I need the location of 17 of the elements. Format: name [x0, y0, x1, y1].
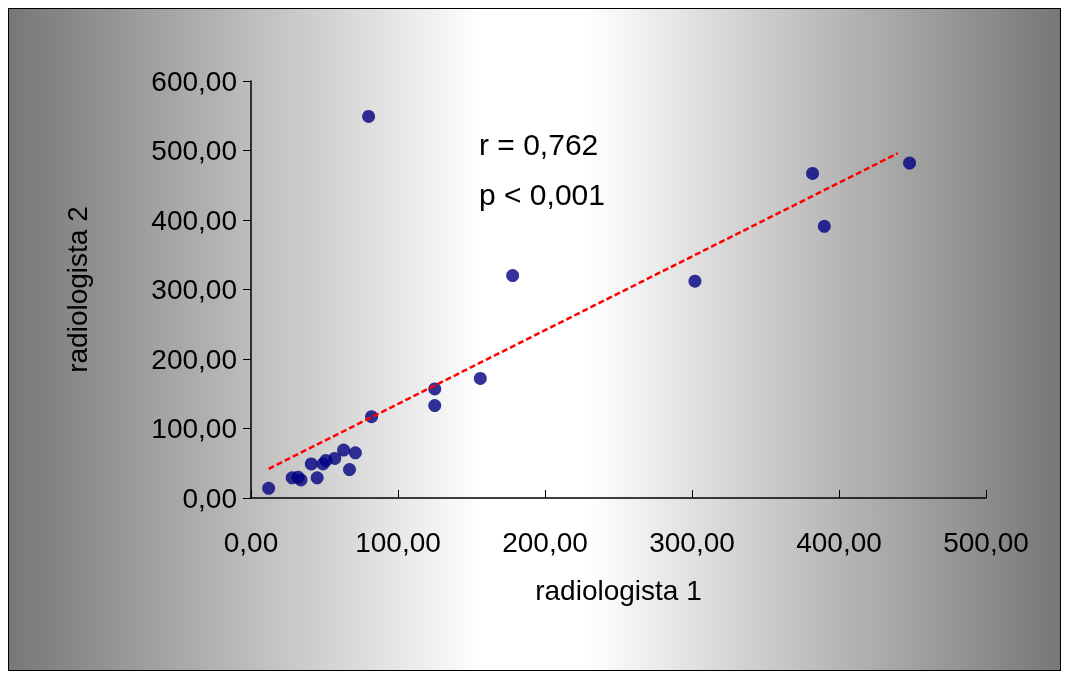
x-tick-label: 300,00 — [649, 526, 735, 558]
annotation: r = 0,762 — [479, 127, 599, 161]
y-axis-title: radiologista 2 — [61, 206, 93, 373]
x-tick-label: 400,00 — [796, 526, 882, 558]
x-tick-label: 200,00 — [502, 526, 588, 558]
y-tick-label: 400,00 — [151, 204, 237, 236]
x-axis-title: radiologista 1 — [535, 574, 702, 606]
y-tick-label: 600,00 — [151, 65, 237, 97]
y-tick-label: 500,00 — [151, 135, 237, 166]
y-tick-label: 200,00 — [151, 343, 237, 375]
x-tick-label: 500,00 — [943, 526, 1029, 558]
y-tick-label: 100,00 — [151, 413, 237, 444]
annotation: p < 0,001 — [479, 177, 605, 211]
y-tick-label: 300,00 — [151, 274, 237, 305]
x-tick-label: 100,00 — [355, 526, 441, 558]
y-tick-label: 0,00 — [182, 482, 237, 514]
x-tick-label: 0,00 — [223, 526, 279, 558]
